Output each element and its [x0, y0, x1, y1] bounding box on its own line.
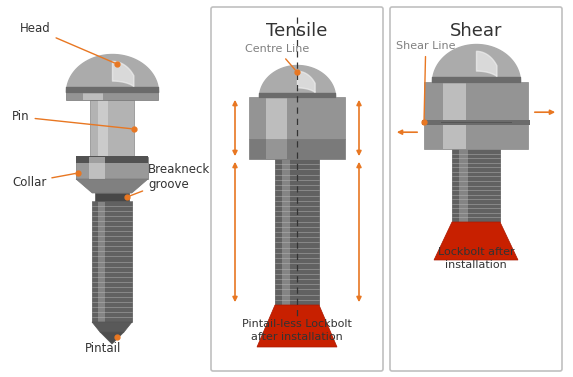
Bar [266, 97, 288, 139]
Polygon shape [257, 305, 337, 347]
Bar [249, 139, 345, 159]
Bar [424, 82, 528, 149]
FancyBboxPatch shape [390, 7, 562, 371]
Bar [92, 201, 132, 322]
Polygon shape [100, 332, 124, 344]
Bar [89, 157, 105, 179]
Bar [83, 90, 103, 100]
Bar [66, 90, 158, 100]
Bar [281, 159, 289, 305]
Text: Shear: Shear [450, 22, 503, 40]
Bar [422, 120, 530, 125]
Text: Tensile: Tensile [266, 22, 328, 40]
Bar [275, 159, 319, 305]
Text: Lockbolt after
installation: Lockbolt after installation [438, 247, 515, 270]
Text: Breakneck
groove: Breakneck groove [129, 163, 210, 196]
Bar [76, 157, 148, 179]
Polygon shape [76, 179, 148, 193]
Bar [95, 193, 129, 201]
Bar [459, 149, 468, 222]
FancyBboxPatch shape [211, 7, 383, 371]
Bar [249, 97, 345, 139]
Text: Shear Line: Shear Line [396, 41, 456, 120]
Text: Pintail: Pintail [85, 337, 121, 356]
Bar [90, 100, 134, 157]
Polygon shape [434, 222, 518, 260]
Bar [98, 201, 105, 322]
Bar [98, 100, 108, 157]
Bar [266, 139, 288, 159]
Text: Centre Line: Centre Line [245, 44, 309, 70]
Text: Head: Head [20, 23, 115, 63]
Text: Pin: Pin [12, 110, 131, 129]
Bar [443, 82, 466, 149]
Polygon shape [92, 322, 132, 332]
Text: Pintail-less Lockbolt
after installation: Pintail-less Lockbolt after installation [242, 319, 352, 342]
Text: Collar: Collar [12, 173, 75, 188]
Bar [76, 156, 148, 163]
Bar [452, 149, 500, 222]
